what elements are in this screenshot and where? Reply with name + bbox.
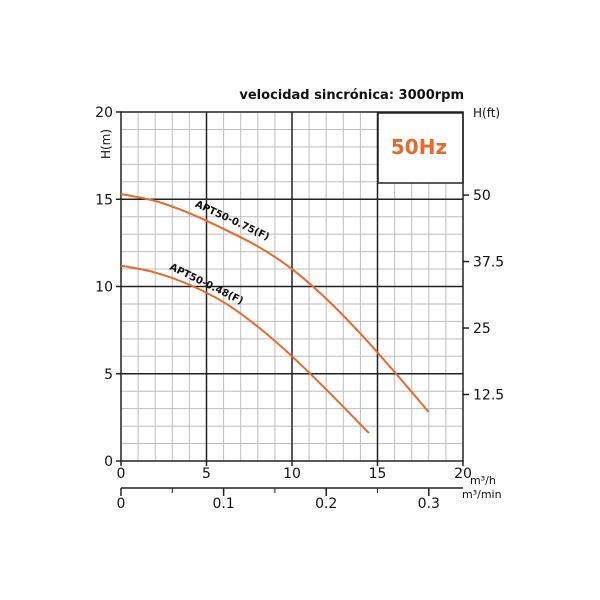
x-unit-primary: m³/h [470,474,496,487]
grid-major [121,112,463,461]
series-line-0 [120,193,430,413]
y-left-tick-label: 10 [95,280,113,296]
y-left-tick-label: 15 [95,192,113,208]
badge-box [377,112,464,184]
y-right-ticks: 12.5 25 37.5 50 [463,188,504,404]
y-left-ticks: 0 5 10 15 20 [95,105,121,470]
y-right-tick-label: 50 [473,188,491,204]
y-right-tick-label: 37.5 [473,255,504,271]
y-right-tick-label: 12.5 [473,388,504,404]
y-left-tick-label: 0 [104,454,113,470]
x-tick-label: 20 [454,466,472,482]
x2-tick-label: 0 [117,496,126,512]
y-left-axis-label: H(m) [99,129,113,159]
x-tick-label: 10 [283,466,301,482]
y-left-tick-label: 5 [104,367,113,383]
x2-tick-label: 0.2 [315,496,337,512]
x-tick-label: 0 [117,466,126,482]
y-right-tick-label: 25 [473,321,491,337]
x2-tick-label: 0.1 [212,496,234,512]
curves [120,193,430,434]
series-line-1 [120,264,370,434]
chart-title: velocidad sincrónica: 3000rpm [239,88,464,103]
x-tick-label: 15 [369,466,387,482]
y-left-tick-label: 20 [95,105,113,121]
x-unit-secondary: m³/min [462,488,502,501]
x2-tick-label: 0.3 [418,496,440,512]
series-labels: APT50-0.75(F)APT50-0.48(F) [168,199,271,307]
x-ticks: 0 5 10 15 20 [117,461,472,482]
x-tick-label: 5 [202,466,211,482]
frequency-badge: 50Hz [391,135,447,159]
y-right-axis-label: H(ft) [473,106,500,120]
x2-ticks: 0 0.1 0.2 0.3 [117,488,440,512]
